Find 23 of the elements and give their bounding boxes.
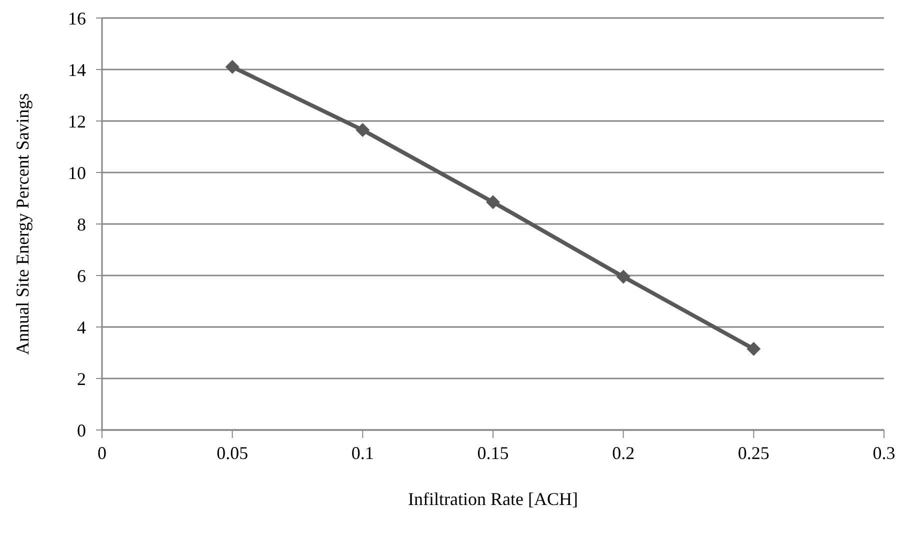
y-tick-label: 8 [77,214,86,234]
y-tick-label: 4 [77,317,86,338]
x-axis-title: Infiltration Rate [ACH] [408,489,578,509]
point [225,60,240,74]
y-tick-label: 14 [68,60,86,80]
x-tick-label: 0 [98,442,106,463]
y-tick-label: 10 [68,162,86,183]
x-tick-label: 0.1 [351,442,374,463]
x-tick-label: 0.2 [612,442,635,463]
y-tick-label: 2 [77,368,86,389]
point [486,195,500,210]
point [356,123,370,138]
point [746,342,761,356]
x-tick-label: 0.3 [872,442,896,463]
point [616,270,630,284]
y-tick-label: 6 [77,266,86,286]
x-tick-label: 0.15 [477,442,509,463]
y-tick-label: 0 [77,420,86,440]
y-axis-title: Annual Site Energy Percent Savings [12,93,32,355]
y-tick-label: 16 [68,8,86,28]
x-tick-label: 0.05 [216,442,248,463]
x-tick-label: 0.25 [738,442,770,463]
y-tick-label: 12 [68,111,86,132]
